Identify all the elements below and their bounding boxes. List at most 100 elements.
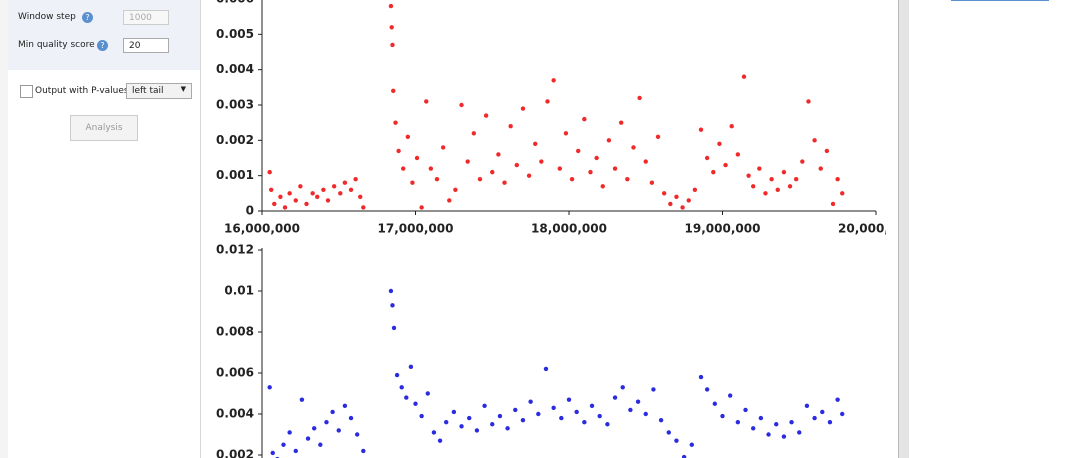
data-point [528,399,533,404]
data-point [781,169,787,175]
data-point [496,152,501,157]
data-point [589,403,595,408]
data-point [331,184,337,189]
data-point [698,374,704,380]
data-point [812,138,817,143]
label: Min quality score [18,40,95,50]
data-point [655,134,661,139]
text-input[interactable]: 20 [123,38,169,53]
x-tick-label: 18,000,000 [531,222,607,236]
data-point [651,387,656,392]
data-point [711,169,716,175]
data-point [835,177,840,182]
data-point [566,397,572,402]
dropdown[interactable]: left tail ▼ [126,83,192,99]
data-point [533,141,538,147]
data-point [681,454,687,458]
y-tick-label: 0.006 [216,366,254,380]
data-point [698,127,704,132]
text-input[interactable]: 1000 [123,10,169,25]
data-point [408,364,414,370]
data-point [465,159,470,164]
y-tick-label: 0.003 [216,98,254,112]
data-point [437,438,443,443]
data-point [526,173,532,178]
data-point [318,442,323,447]
data-point [689,442,694,447]
data-point [419,205,424,210]
data-point [514,162,520,168]
data-point [551,405,556,411]
data-point [804,403,810,408]
data-point [270,450,275,456]
data-point [502,180,507,185]
data-point [390,303,395,308]
data-point [757,166,762,171]
data-point [758,415,764,421]
data-point [539,159,544,164]
data-point [763,191,768,196]
data-point [453,187,458,192]
data-point [419,413,424,419]
data-point [405,134,411,139]
data-point [272,201,277,207]
data-point [520,417,526,423]
y-tick-label: 0.006 [216,0,254,6]
data-point [751,184,756,189]
y-tick-label: 0.004 [216,62,254,76]
data-point [840,191,845,196]
data-point [287,430,292,435]
data-point [704,155,710,161]
data-point [348,187,354,192]
dropdown-value: left tail [132,86,164,96]
data-point [606,138,612,143]
data-point [692,187,698,192]
data-point [278,194,283,200]
data-point [536,411,541,417]
data-point [358,194,363,200]
right-panel [909,0,1080,458]
data-point [559,415,564,421]
data-point [666,430,671,435]
data-point [774,422,779,427]
data-point [743,407,748,413]
dropdown-arrow: ▼ [180,85,186,93]
analysis-button[interactable]: Analysis [70,115,138,141]
data-point [800,159,805,164]
data-point [471,131,477,136]
data-point [649,180,655,185]
data-point [467,415,472,421]
data-point [751,426,756,431]
x-tick-label: 20,000,000 [838,222,886,236]
checkbox[interactable] [20,85,33,98]
data-point [342,403,348,408]
data-point [797,430,802,435]
data-point [597,413,602,419]
y-tick-label: 0.012 [216,243,254,257]
help-icon[interactable]: ? [82,12,93,23]
data-point [361,205,366,210]
data-point [497,413,503,419]
data-point [281,442,286,447]
data-point [390,42,395,48]
help-icon[interactable]: ? [97,40,108,51]
data-point [399,385,404,390]
data-point [394,372,400,378]
data-point [631,145,636,150]
data-point [287,191,292,196]
y-tick-label: 0 [246,204,254,218]
data-point [576,148,581,154]
data-point [315,194,320,200]
data-point [490,422,495,427]
data-point [824,148,830,154]
data-point [459,424,464,429]
data-point [729,124,734,129]
data-point [781,434,787,439]
data-point [348,415,354,421]
data-point [735,152,741,157]
data-point [612,395,618,400]
data-point [267,385,272,390]
data-point [342,180,348,185]
settings-panel: Window step ? 1000 Min quality score ? 2… [8,0,201,458]
